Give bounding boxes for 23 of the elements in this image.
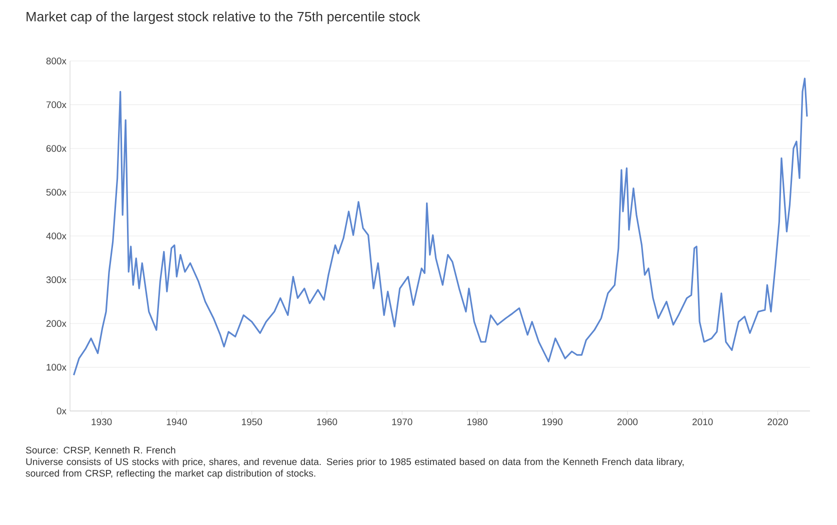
x-tick-label: 1950 xyxy=(242,418,262,426)
chart-title: Market cap of the largest stock relative to the 75th percentile stock xyxy=(26,12,420,24)
x-tick-label: 2020 xyxy=(768,418,788,426)
y-tick-label: 800x xyxy=(46,58,66,64)
y-tick-label: 300x xyxy=(46,276,66,284)
x-tick-label: 1980 xyxy=(467,418,488,426)
y-tick-label: 400x xyxy=(46,232,66,240)
x-tick-label: 1970 xyxy=(392,418,412,426)
y-tick-label: 700x xyxy=(46,101,66,108)
y-tick-label: 200x xyxy=(46,320,66,327)
x-tick-label: 2000 xyxy=(617,418,638,426)
y-tick-label: 500x xyxy=(46,188,66,196)
text: Universe consists of US stocks with price, shares, and revenue data. Series prior to 1985 estimated based on data from the Kenneth French data library, sourced from CRSP, reflecting the market cap distribution of stocks. xyxy=(26,458,684,479)
x-tick-label: 2010 xyxy=(692,418,713,426)
y-tick-label: 600x xyxy=(46,145,66,152)
x-tick-label: 1930 xyxy=(92,418,112,426)
y-tick-label: 0x xyxy=(56,408,66,414)
y-tick-label: 100x xyxy=(46,364,66,371)
x-tick-label: 1940 xyxy=(166,418,187,426)
source-note: Source: CRSP, Kenneth R. French xyxy=(26,446,176,455)
line-series xyxy=(72,78,808,376)
x-tick-label: 1990 xyxy=(542,418,562,426)
x-tick-label: 1960 xyxy=(317,418,338,426)
